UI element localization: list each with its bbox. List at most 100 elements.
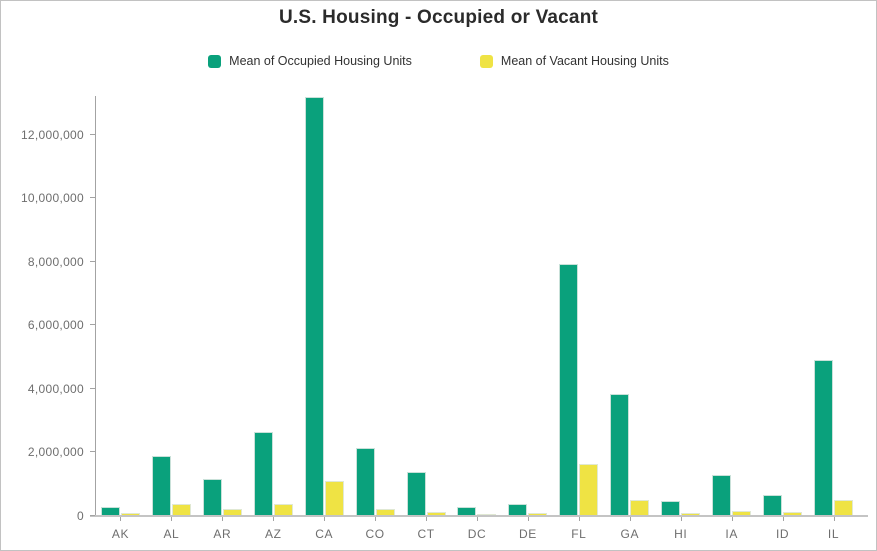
y-tick-label: 6,000,000 — [27, 318, 84, 333]
bar-occupied-AK[interactable] — [100, 507, 120, 515]
bar-vacant-DE[interactable] — [528, 513, 548, 515]
bar-vacant-CA[interactable] — [324, 481, 344, 515]
bar-vacant-IA[interactable] — [732, 511, 752, 515]
bar-vacant-AK[interactable] — [120, 513, 140, 515]
x-axis-label-DC: DC — [467, 527, 487, 541]
x-axis-label-HI: HI — [674, 527, 688, 541]
legend: Mean of Occupied Housing Units Mean of Va… — [1, 54, 876, 68]
y-tick-label: 12,000,000 — [20, 127, 84, 142]
x-axis-label-CT: CT — [417, 527, 435, 541]
x-axis-label-AZ: AZ — [264, 527, 282, 541]
x-axis-label-IL: IL — [827, 527, 840, 541]
bar-group-GA — [604, 96, 655, 515]
x-axis-tick — [680, 517, 682, 521]
y-axis-line — [95, 96, 96, 516]
x-axis-label-DE: DE — [518, 527, 537, 541]
bar-occupied-AR[interactable] — [202, 479, 222, 515]
bar-occupied-IL[interactable] — [814, 360, 834, 515]
x-axis-tick — [578, 517, 580, 521]
bar-occupied-HI[interactable] — [661, 501, 681, 515]
x-axis-label-CO: CO — [365, 527, 385, 541]
x-axis-label-AL: AL — [163, 527, 180, 541]
x-axis-label-ID: ID — [775, 527, 790, 541]
bar-vacant-ID[interactable] — [783, 512, 803, 515]
x-axis-tick — [273, 517, 275, 521]
bar-group-CA — [299, 96, 350, 515]
x-axis-tick — [375, 517, 377, 521]
y-axis-tick — [90, 197, 95, 199]
bar-vacant-AL[interactable] — [171, 504, 191, 515]
x-axis-tick — [527, 517, 529, 521]
y-tick-label: 0 — [77, 509, 84, 523]
bar-occupied-DC[interactable] — [457, 507, 477, 515]
bar-vacant-DC[interactable] — [477, 514, 497, 515]
x-axis-tick — [629, 517, 631, 521]
y-axis-tick — [90, 515, 95, 516]
bar-occupied-CT[interactable] — [406, 472, 426, 515]
bar-vacant-FL[interactable] — [579, 464, 599, 515]
bar-occupied-AZ[interactable] — [253, 432, 273, 515]
y-tick-label: 10,000,000 — [20, 191, 84, 206]
x-axis-tick — [324, 517, 326, 521]
y-axis-tick — [90, 324, 95, 326]
bar-vacant-CT[interactable] — [426, 512, 446, 515]
legend-item-vacant[interactable]: Mean of Vacant Housing Units — [479, 54, 669, 68]
bar-occupied-AL[interactable] — [151, 456, 171, 515]
bar-occupied-IA[interactable] — [712, 475, 732, 515]
x-axis-label-AR: AR — [213, 527, 232, 541]
bar-group-AZ — [248, 96, 299, 515]
bar-group-HI — [655, 96, 706, 515]
bar-vacant-GA[interactable] — [630, 500, 650, 515]
x-axis-line — [90, 515, 868, 517]
x-axis-label-FL: FL — [571, 527, 587, 541]
legend-label-occupied: Mean of Occupied Housing Units — [229, 54, 412, 68]
legend-swatch-occupied — [208, 54, 222, 68]
y-axis-tick — [90, 387, 95, 389]
legend-label-vacant: Mean of Vacant Housing Units — [500, 54, 669, 68]
x-axis-label-GA: GA — [620, 527, 640, 541]
bar-group-ID — [757, 96, 808, 515]
bar-group-FL — [553, 96, 604, 515]
bar-vacant-AZ[interactable] — [273, 504, 293, 515]
x-axis-label-AK: AK — [111, 527, 130, 541]
x-axis-tick — [222, 517, 224, 521]
x-axis-label-CA: CA — [315, 527, 334, 541]
x-axis-tick — [833, 517, 835, 521]
x-axis-label-IA: IA — [725, 527, 738, 541]
bar-occupied-CA[interactable] — [304, 97, 324, 515]
y-tick-label: 2,000,000 — [27, 445, 84, 460]
y-tick-label: 8,000,000 — [27, 254, 84, 269]
bar-group-AK — [95, 96, 146, 515]
bar-group-CO — [350, 96, 401, 515]
bar-occupied-CO[interactable] — [355, 448, 375, 515]
legend-swatch-vacant — [479, 54, 493, 68]
bar-group-CT — [401, 96, 452, 515]
bar-group-AL — [146, 96, 197, 515]
plot-area — [95, 96, 859, 515]
bar-occupied-FL[interactable] — [559, 264, 579, 515]
y-tick-label: 4,000,000 — [27, 381, 84, 396]
chart-title: U.S. Housing - Occupied or Vacant — [278, 7, 599, 28]
bar-group-AR — [197, 96, 248, 515]
bar-occupied-GA[interactable] — [610, 394, 630, 515]
bar-group-DE — [502, 96, 553, 515]
x-axis-tick — [731, 517, 733, 521]
y-axis-tick — [90, 260, 95, 262]
bar-group-IA — [706, 96, 757, 515]
x-axis-tick — [120, 517, 122, 521]
legend-item-occupied[interactable]: Mean of Occupied Housing Units — [208, 54, 412, 68]
bar-vacant-CO[interactable] — [375, 509, 395, 515]
bar-vacant-HI[interactable] — [681, 513, 701, 515]
bar-vacant-IL[interactable] — [834, 500, 854, 515]
bar-group-IL — [808, 96, 859, 515]
x-axis-tick — [171, 517, 173, 521]
bar-occupied-ID[interactable] — [763, 495, 783, 515]
y-axis-tick — [90, 133, 95, 135]
bar-occupied-DE[interactable] — [508, 504, 528, 515]
y-axis-tick — [90, 451, 95, 453]
bar-group-DC — [452, 96, 503, 515]
x-axis-tick — [477, 517, 478, 521]
x-axis-tick — [782, 517, 784, 521]
bar-vacant-AR[interactable] — [222, 509, 242, 515]
